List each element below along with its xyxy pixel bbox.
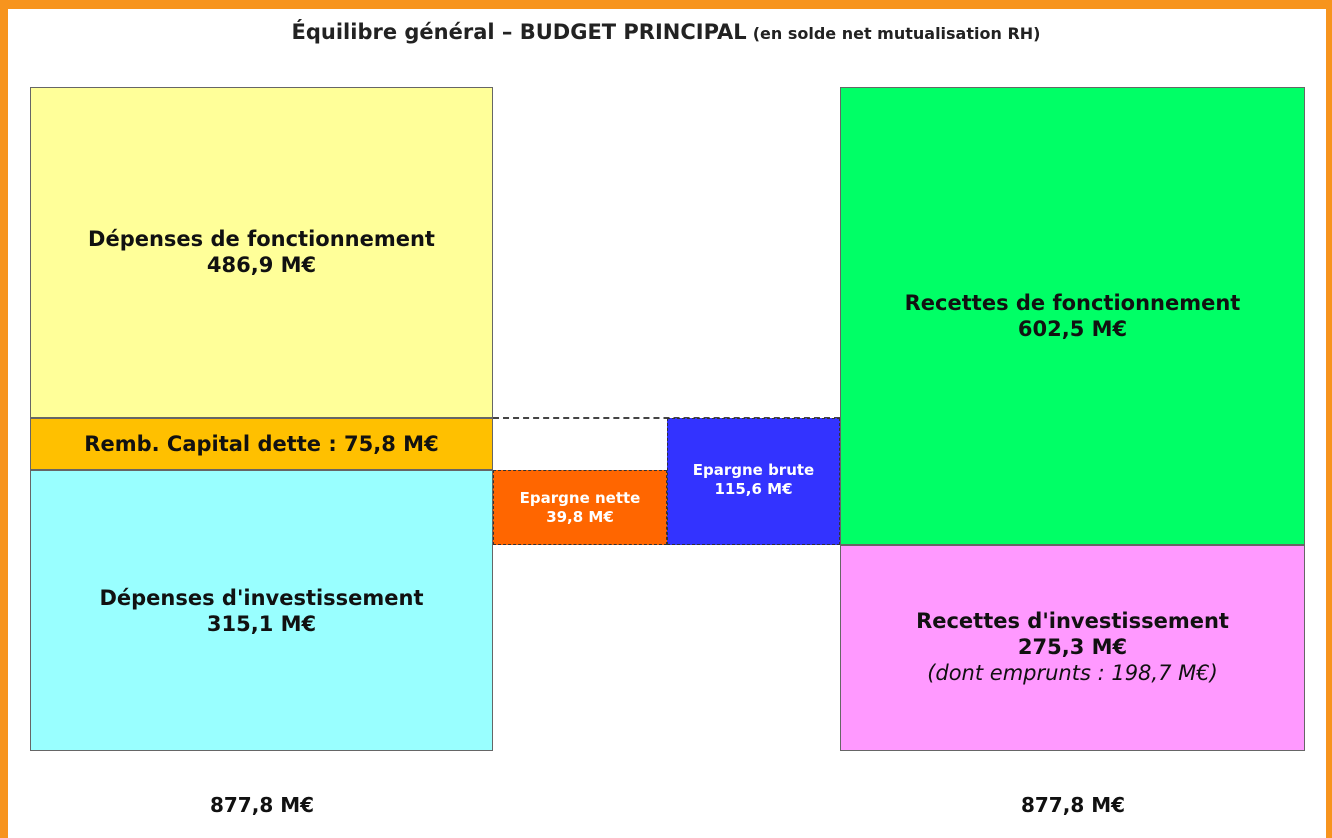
total-left: 877,8 M€ — [209, 793, 315, 817]
block-amount: 115,6 M€ — [714, 480, 793, 498]
block-label: Epargne brute — [692, 461, 815, 479]
block: Recettes de fonctionnement 602,5 M€ — [840, 87, 1305, 545]
block: Remb. Capital dette : 75,8 M€ — [30, 418, 493, 470]
block-amount: 602,5 M€ — [1017, 317, 1128, 341]
block: Epargne nette 39,8 M€ — [493, 470, 667, 545]
block-amount: 275,3 M€ — [1017, 635, 1128, 659]
block-label: Remb. Capital dette : 75,8 M€ — [84, 432, 439, 456]
block-label: Dépenses d'investissement — [99, 586, 424, 610]
block-amount: 39,8 M€ — [546, 507, 614, 526]
title-main: Équilibre général – BUDGET PRINCIPAL — [291, 20, 747, 44]
title-sub: (en solde net mutualisation RH) — [752, 24, 1041, 43]
block-label: Epargne nette — [519, 488, 641, 507]
block-note: (dont emprunts : 198,7 M€) — [927, 661, 1218, 685]
total-right: 877,8 M€ — [1020, 793, 1126, 817]
block: Dépenses d'investissement 315,1 M€ — [30, 470, 493, 751]
block-amount: 315,1 M€ — [206, 612, 317, 636]
dashed-line — [493, 417, 840, 419]
block-label: Recettes d'investissement — [916, 609, 1229, 633]
block: Recettes d'investissement 275,3 M€ (dont… — [840, 545, 1305, 751]
block-label: Recettes de fonctionnement — [904, 291, 1241, 315]
block: Epargne brute 115,6 M€ — [667, 418, 840, 545]
block: Dépenses de fonctionnement 486,9 M€ — [30, 87, 493, 418]
block-amount: 486,9 M€ — [206, 253, 317, 277]
block-label: Dépenses de fonctionnement — [88, 227, 435, 251]
title: Équilibre général – BUDGET PRINCIPAL (en … — [0, 20, 1332, 44]
